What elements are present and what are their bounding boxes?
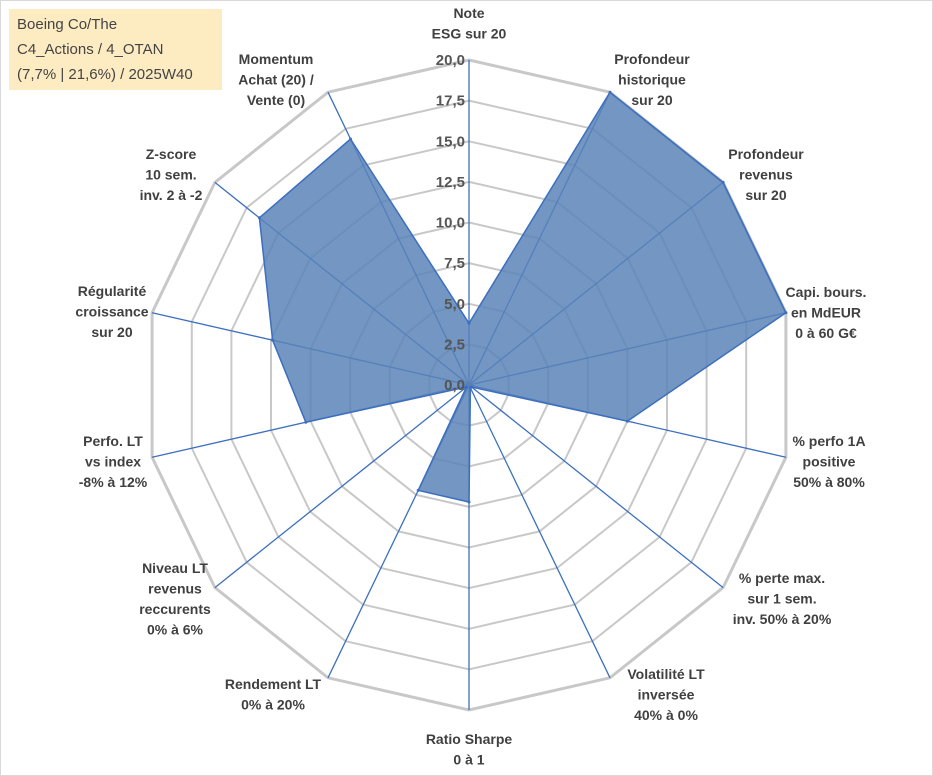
data-point-3	[721, 180, 725, 184]
tick-label: 0,0	[444, 377, 465, 394]
axis-label-9: Rendement LT 0% à 20%	[225, 676, 322, 713]
tick-label: 2,5	[444, 336, 465, 353]
data-point-11	[304, 420, 308, 424]
axis-label-4: Capi. bours. en MdEUR 0 à 60 G€	[786, 284, 867, 341]
data-point-13	[257, 216, 261, 220]
axis-spoke-10	[214, 384, 470, 589]
data-point-10	[465, 385, 468, 389]
tick-label: 12,5	[436, 174, 465, 191]
data-point-4	[784, 311, 788, 315]
tick-label: 15,0	[436, 133, 465, 150]
chart-title-line-3: (7,7% | 21,6%) / 2025W40	[17, 66, 193, 83]
tick-label: 20,0	[436, 52, 465, 69]
radial-tick-labels: 0,0 2,5 5,0 7,5 10,0 12,5 15,0 17,5 20,0	[436, 52, 465, 394]
axis-label-13: Z-score 10 sem. inv. 2 à -2	[140, 146, 203, 203]
chart-title-line-1: Boeing Co/The	[17, 16, 118, 33]
tick-label: 7,5	[444, 255, 465, 272]
axis-labels: Note ESG sur 20 Profondeur historique sur 20…	[75, 5, 866, 768]
data-point-1	[467, 321, 471, 325]
chart-title-line-2: C4_Actions / 4_OTAN	[17, 41, 164, 58]
axis-label-12: Régularité croissance sur 20	[75, 283, 148, 340]
tick-label: 17,5	[436, 93, 465, 110]
axis-label-3: Profondeur revenus sur 20	[728, 146, 804, 203]
data-point-2	[608, 90, 612, 94]
chart-title-box: Boeing Co/The C4_Actions / 4_OTAN (7,7% …	[9, 9, 222, 90]
data-point-9	[416, 488, 420, 492]
data-point-12	[271, 338, 275, 342]
axis-label-5: % perfo 1A positive 50% à 80%	[792, 433, 865, 490]
axis-label-8: Ratio Sharpe 0 à 1	[426, 731, 513, 768]
data-point-14	[349, 137, 352, 141]
radar-series	[257, 90, 788, 504]
axis-label-7: Volatilité LT inversée 40% à 0%	[627, 666, 705, 723]
tick-label: 10,0	[436, 215, 465, 232]
axis-spoke-6	[468, 384, 724, 589]
axis-label-10: Niveau LT revenus reccurents 0% à 6%	[139, 560, 211, 638]
axis-label-14: Momentum Achat (20) / Vente (0)	[238, 51, 314, 108]
axis-label-6: % perte max. sur 1 sem. inv. 50% à 20%	[733, 570, 832, 627]
data-point-7	[468, 386, 472, 390]
axis-label-1: Note ESG sur 20	[432, 5, 507, 42]
axis-spoke-7	[468, 384, 611, 679]
data-point-5	[625, 419, 629, 423]
tick-label: 5,0	[444, 296, 465, 313]
axis-label-11: Perfo. LT vs index -8% à 12%	[79, 433, 148, 490]
data-point-8	[467, 500, 471, 504]
axis-label-2: Profondeur historique sur 20	[614, 51, 690, 108]
